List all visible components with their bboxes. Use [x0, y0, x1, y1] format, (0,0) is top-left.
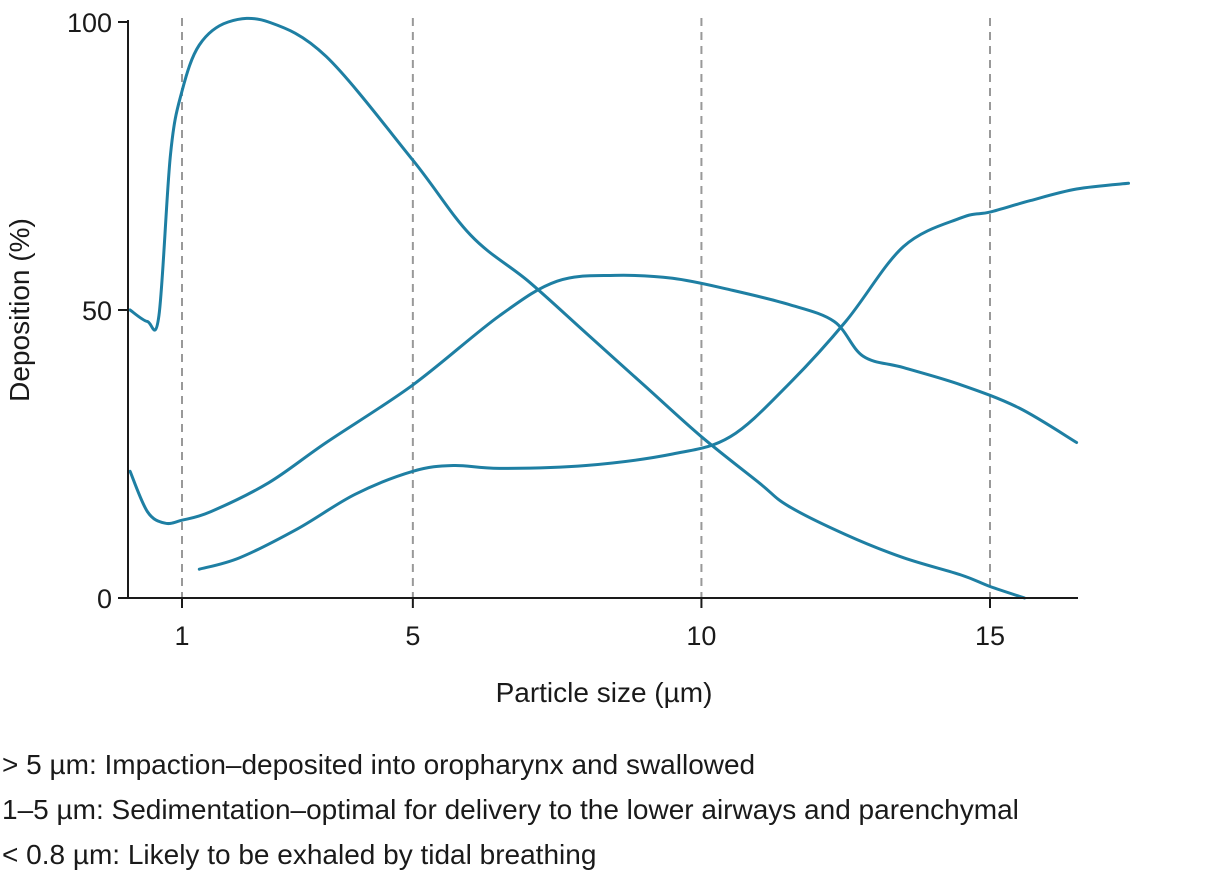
x-tick-label-1: 1	[174, 621, 189, 651]
series-line-3	[197, 181, 1130, 571]
y-tick-label-100: 100	[67, 8, 112, 38]
note-sedimentation: 1–5 µm: Sedimentation–optimal for delive…	[2, 794, 1019, 825]
reference-lines	[181, 18, 991, 598]
series-lines	[128, 16, 1130, 600]
note-exhaled: < 0.8 µm: Likely to be exhaled by tidal …	[2, 839, 597, 870]
y-tick-label-0: 0	[97, 584, 112, 614]
x-tick-label-10: 10	[686, 621, 716, 651]
x-tick-label-15: 15	[975, 621, 1005, 651]
x-ticks: 1 5 10 15	[174, 598, 1005, 651]
x-tick-label-5: 5	[405, 621, 420, 651]
notes-list: > 5 µm: Impaction–deposited into orophar…	[2, 742, 1213, 877]
series-line-2	[128, 273, 1079, 526]
x-axis-title: Particle size (µm)	[496, 677, 713, 708]
y-ticks: 0 50 100	[67, 8, 128, 614]
y-axis-title: Deposition (%)	[4, 218, 35, 402]
note-impaction: > 5 µm: Impaction–deposited into orophar…	[2, 749, 756, 780]
y-tick-label-50: 50	[82, 296, 112, 326]
series-line-1	[128, 16, 1027, 600]
